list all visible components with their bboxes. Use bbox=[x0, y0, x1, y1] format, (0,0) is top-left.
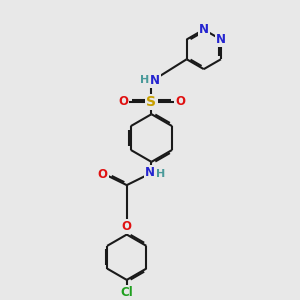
Text: N: N bbox=[216, 33, 226, 46]
Text: O: O bbox=[122, 220, 132, 233]
Text: S: S bbox=[146, 95, 157, 109]
Text: H: H bbox=[156, 169, 165, 179]
Text: O: O bbox=[98, 168, 108, 181]
Text: N: N bbox=[150, 74, 160, 87]
Text: N: N bbox=[145, 166, 155, 179]
Text: O: O bbox=[175, 95, 185, 108]
Text: H: H bbox=[140, 75, 150, 85]
Text: Cl: Cl bbox=[120, 286, 133, 298]
Text: N: N bbox=[199, 23, 209, 36]
Text: O: O bbox=[118, 95, 128, 108]
